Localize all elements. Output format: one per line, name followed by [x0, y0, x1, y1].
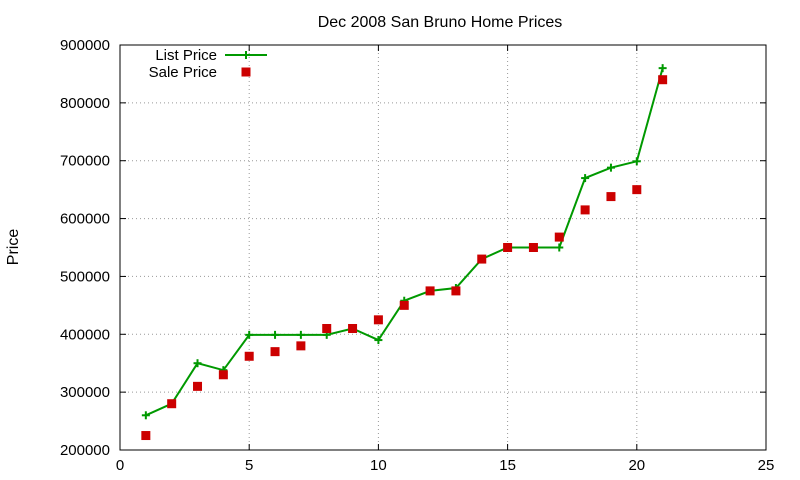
sale-price-point [554, 232, 564, 242]
y-axis-label: Price [5, 229, 22, 266]
sale-price-point [425, 286, 435, 296]
list-price-point [193, 359, 202, 368]
sale-price-point [167, 399, 177, 409]
list-price-point [296, 330, 305, 339]
list-price-point [658, 64, 667, 73]
list-price-point [374, 336, 383, 345]
list-price-point [606, 163, 615, 172]
x-tick-label: 10 [370, 457, 387, 474]
list-price-point [271, 330, 280, 339]
chart-title: Dec 2008 San Bruno Home Prices [318, 14, 563, 31]
list-price-point [245, 330, 254, 339]
sale-price-point [658, 75, 668, 85]
sale-price-point [477, 254, 487, 264]
series-sale-price [141, 75, 668, 441]
y-tick-label: 700000 [60, 153, 110, 170]
list-price-point [555, 243, 564, 252]
sale-price-point [218, 370, 228, 380]
list-price-point [141, 411, 150, 420]
y-tick-label: 800000 [60, 95, 110, 112]
y-tick-label: 600000 [60, 211, 110, 228]
y-tick-label: 500000 [60, 268, 110, 285]
sale-price-point [580, 205, 590, 215]
y-tick-label: 900000 [60, 37, 110, 54]
sale-price-point [348, 324, 358, 333]
y-tick-label: 400000 [60, 326, 110, 343]
legend-swatch-marker [242, 51, 250, 59]
sale-price-point [244, 351, 254, 361]
x-tick-label: 25 [758, 457, 775, 474]
sale-price-point [296, 341, 306, 351]
x-tick-label: 20 [628, 457, 645, 474]
legend-swatch-marker [241, 67, 251, 77]
list-price-point [581, 174, 590, 183]
sale-price-point [270, 347, 280, 357]
sale-price-point [141, 431, 151, 441]
y-tick-label: 200000 [60, 442, 110, 459]
plot-border [119, 44, 767, 451]
x-tick-label: 0 [116, 457, 124, 474]
sale-price-point [503, 243, 513, 252]
sale-price-point [399, 300, 409, 310]
sale-price-point [322, 324, 332, 333]
sale-price-point [632, 185, 642, 195]
series-layer [141, 64, 668, 441]
x-tick-label: 5 [245, 457, 253, 474]
list-price-point [632, 157, 641, 166]
x-tick-label: 15 [499, 457, 516, 474]
axis-ticks: 0 5 10 15 20 25 200000 300000 400000 500000 600000… [60, 37, 774, 474]
sale-price-point [193, 381, 203, 391]
sale-price-point [373, 315, 383, 325]
y-tick-label: 300000 [60, 384, 110, 401]
sale-price-point [451, 286, 461, 296]
sale-price-point [528, 243, 538, 252]
sale-price-point [606, 192, 616, 202]
legend-label: List Price [155, 47, 217, 64]
legend-label: Sale Price [149, 64, 217, 81]
